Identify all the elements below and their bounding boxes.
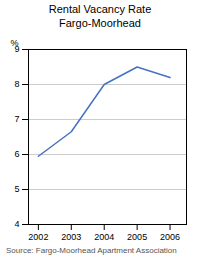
svg-text:2006: 2006 <box>160 231 180 241</box>
svg-text:7: 7 <box>14 114 19 124</box>
svg-text:%: % <box>10 37 18 47</box>
svg-text:2002: 2002 <box>28 231 48 241</box>
svg-text:2004: 2004 <box>94 231 114 241</box>
html-text:Source: Fargo-Moorhead Apartme: Source: Fargo-Moorhead Apartment Associa… <box>6 245 177 255</box>
svg-text:6: 6 <box>14 149 19 159</box>
html-text:Rental Vacancy Rate Fargo-Moor: Rental Vacancy Rate Fargo-Moorhead <box>48 3 152 29</box>
svg-text:5: 5 <box>14 184 19 194</box>
svg-text:9: 9 <box>14 43 20 54</box>
svg-text:2003: 2003 <box>61 231 81 241</box>
svg-text:2005: 2005 <box>127 231 147 241</box>
svg-text:4: 4 <box>14 219 19 229</box>
svg-text:8: 8 <box>14 79 19 89</box>
